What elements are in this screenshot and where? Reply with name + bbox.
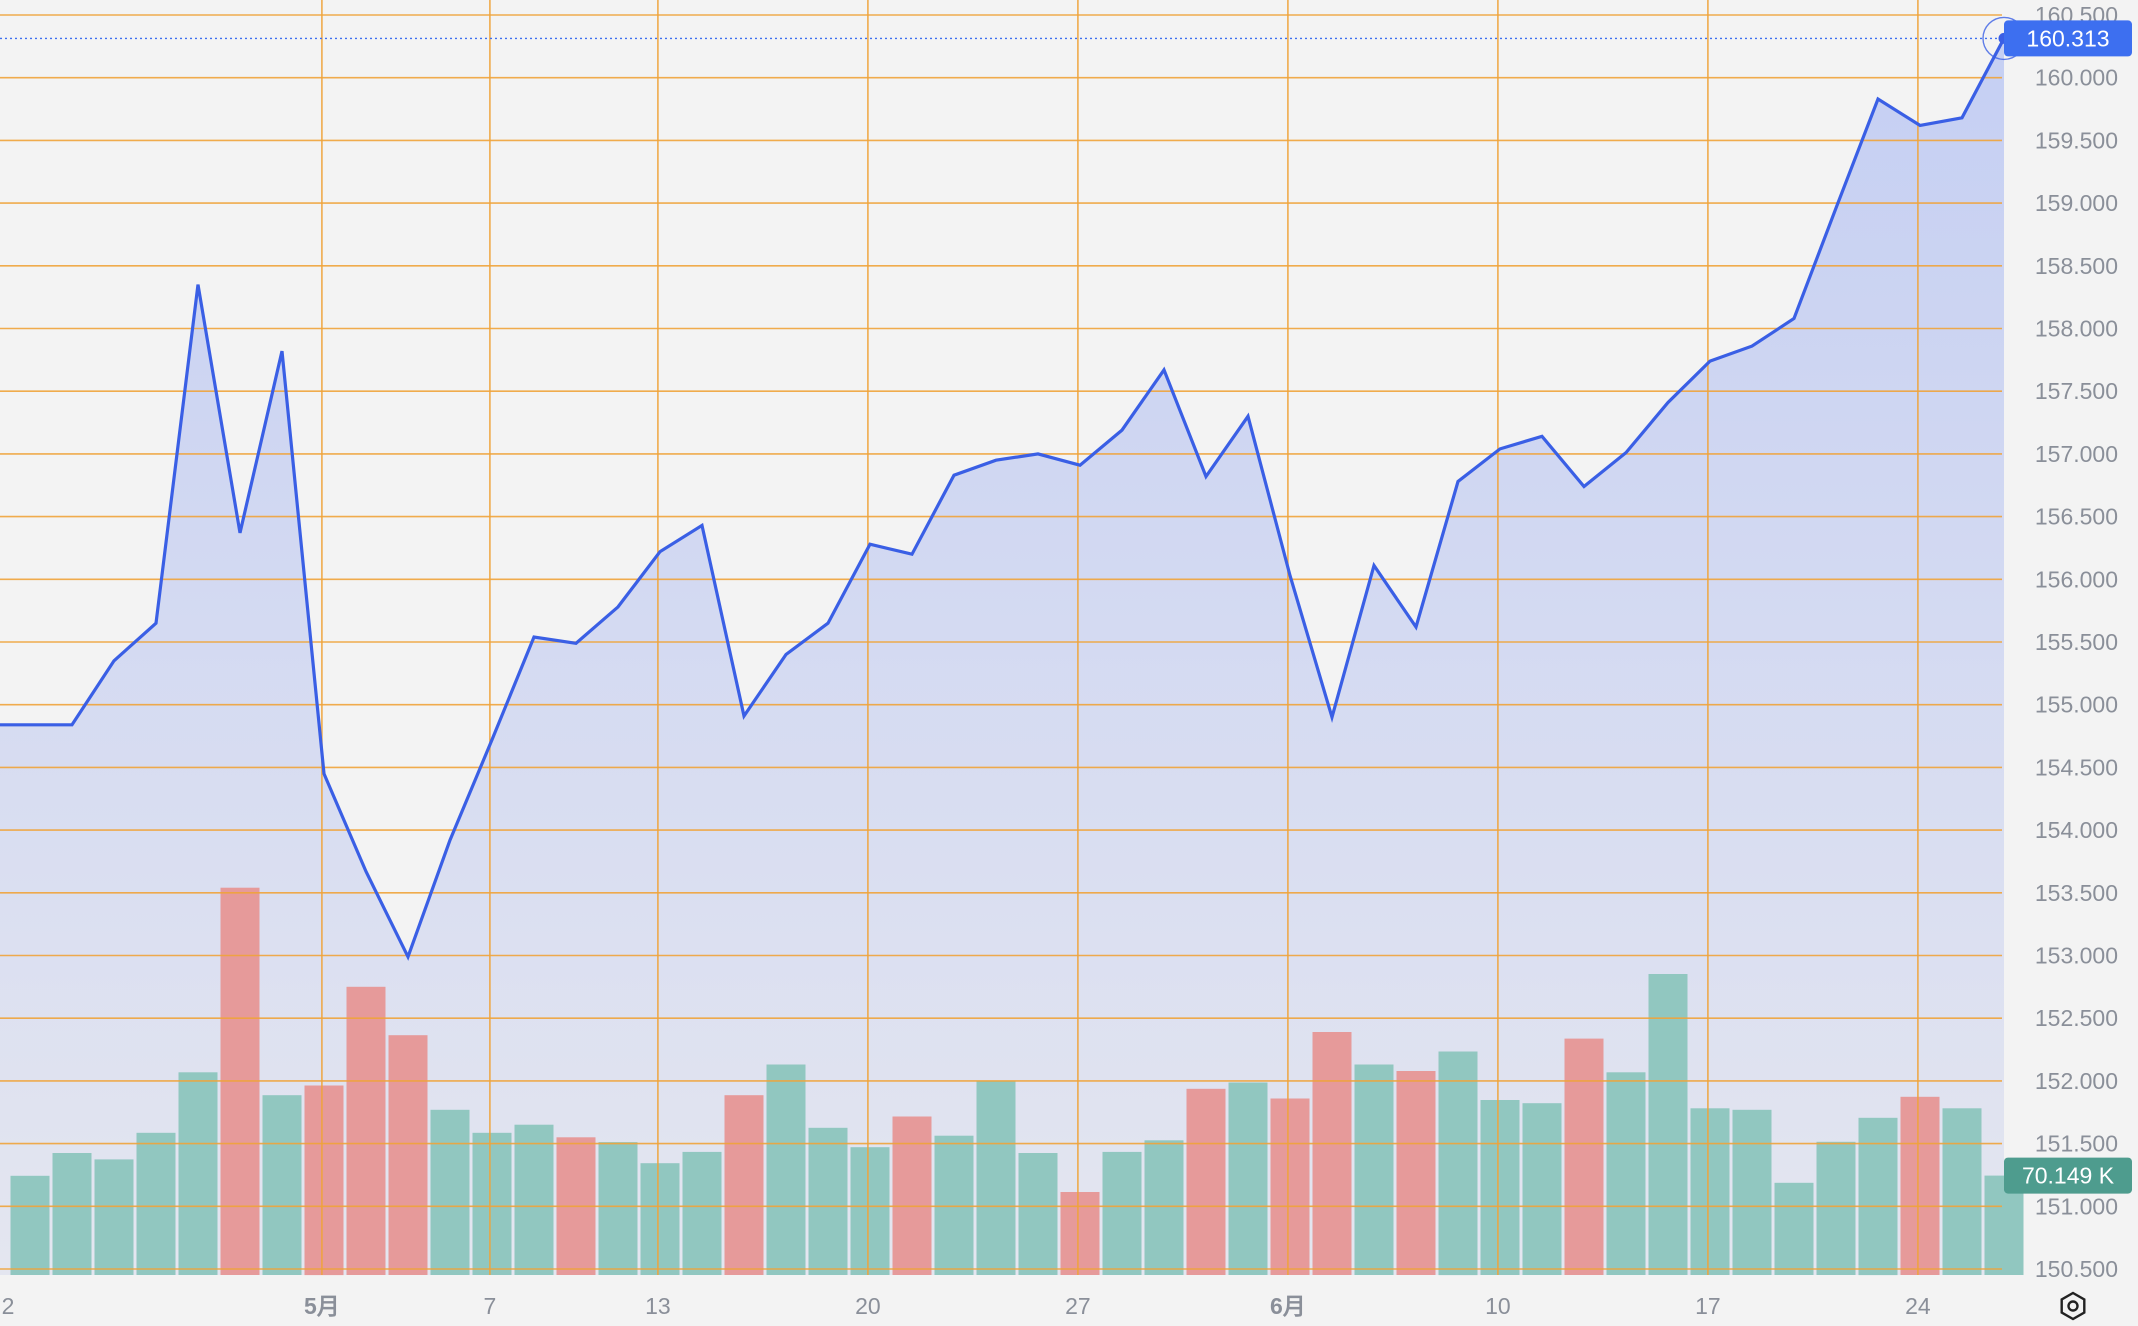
grid-layer <box>0 0 2002 1275</box>
y-tick-label: 151.500 <box>2035 1131 2118 1157</box>
volume-bar <box>850 1147 890 1275</box>
y-tick-label: 153.500 <box>2035 880 2118 906</box>
volume-bar <box>808 1127 848 1275</box>
x-tick-label: 27 <box>1065 1293 1091 1319</box>
volume-bar <box>346 986 386 1275</box>
y-tick-label: 158.000 <box>2035 316 2118 342</box>
x-tick-label: 2 <box>2 1293 15 1319</box>
volume-bar <box>1942 1108 1982 1275</box>
volume-bar <box>1774 1182 1814 1275</box>
x-tick-label: 24 <box>1905 1293 1931 1319</box>
volume-bar <box>1270 1098 1310 1275</box>
volume-bar <box>1228 1082 1268 1275</box>
x-tick-label: 13 <box>645 1293 671 1319</box>
y-tick-label: 152.500 <box>2035 1005 2118 1031</box>
volume-bar <box>1102 1151 1142 1275</box>
y-tick-label: 154.000 <box>2035 817 2118 843</box>
x-axis-ticks: 2 5月 7 13 20 27 6月 10 17 24 <box>2 1293 1931 1319</box>
price-area-layer <box>0 38 2004 1275</box>
volume-bar <box>262 1095 302 1275</box>
volume-bar <box>1606 1072 1646 1275</box>
volume-bar <box>682 1151 722 1275</box>
volume-bar <box>1480 1100 1520 1275</box>
y-tick-label: 160.000 <box>2035 65 2118 91</box>
x-tick-label: 5月 <box>304 1293 340 1319</box>
volume-bar <box>1438 1051 1478 1276</box>
gear-center-icon <box>2067 1300 2079 1312</box>
last-volume-label: 70.149 K <box>2022 1163 2115 1189</box>
x-tick-label: 7 <box>484 1293 497 1319</box>
volume-bar <box>1858 1117 1898 1276</box>
y-tick-label: 157.000 <box>2035 441 2118 467</box>
volume-bar <box>892 1116 932 1275</box>
volume-bar <box>430 1109 470 1275</box>
volume-bar <box>10 1175 50 1275</box>
last-price-badge: 160.313 <box>2004 20 2132 57</box>
y-tick-label: 156.500 <box>2035 504 2118 530</box>
y-tick-label: 150.500 <box>2035 1256 2118 1282</box>
y-tick-label: 158.500 <box>2035 253 2118 279</box>
volume-bar <box>94 1159 134 1275</box>
volume-bar <box>1732 1109 1772 1275</box>
volume-bar <box>1018 1153 1058 1275</box>
x-tick-label: 6月 <box>1270 1293 1306 1319</box>
x-tick-label: 10 <box>1485 1293 1511 1319</box>
volume-bar <box>388 1035 428 1275</box>
volume-bar <box>1354 1064 1394 1275</box>
volume-bar <box>1144 1140 1184 1275</box>
volume-bar <box>1522 1103 1562 1275</box>
y-tick-label: 159.500 <box>2035 127 2118 153</box>
volume-bar <box>52 1153 92 1275</box>
volume-bar <box>1900 1096 1940 1275</box>
y-tick-label: 156.000 <box>2035 566 2118 592</box>
volume-bar <box>976 1080 1016 1275</box>
volume-bar <box>934 1135 974 1275</box>
chart-settings-button[interactable] <box>2060 1291 2086 1321</box>
volume-bar <box>1690 1108 1730 1275</box>
volume-bar <box>1396 1071 1436 1275</box>
last-value-overlay <box>0 16 2026 61</box>
y-tick-label: 153.000 <box>2035 943 2118 969</box>
y-tick-label: 151.000 <box>2035 1193 2118 1219</box>
volume-bar <box>1648 974 1688 1275</box>
y-tick-label: 155.500 <box>2035 629 2118 655</box>
y-tick-label: 159.000 <box>2035 190 2118 216</box>
volume-bar <box>1312 1032 1352 1275</box>
x-tick-label: 20 <box>855 1293 881 1319</box>
volume-bar <box>136 1132 176 1275</box>
y-tick-label: 155.000 <box>2035 692 2118 718</box>
volume-bar <box>598 1142 638 1275</box>
volume-bar <box>304 1085 344 1276</box>
volume-bar <box>472 1132 512 1275</box>
y-tick-label: 157.500 <box>2035 378 2118 404</box>
volume-bars-layer <box>10 887 2024 1276</box>
price-line-layer <box>0 37 2006 961</box>
y-tick-label: 152.000 <box>2035 1068 2118 1094</box>
volume-bar <box>640 1163 680 1275</box>
y-axis-ticks: 150.500 151.000 151.500 152.000 152.500 153.0… <box>2035 2 2118 1282</box>
volume-bar <box>1186 1088 1226 1275</box>
volume-bar <box>1816 1141 1856 1275</box>
volume-bar <box>724 1095 764 1275</box>
volume-bar <box>1060 1192 1100 1275</box>
volume-bar <box>514 1124 554 1275</box>
y-tick-label: 154.500 <box>2035 754 2118 780</box>
volume-bar <box>766 1064 806 1275</box>
x-tick-label: 17 <box>1695 1293 1721 1319</box>
volume-bar <box>178 1072 218 1275</box>
last-volume-badge: 70.149 K <box>2004 1157 2132 1194</box>
price-line <box>0 37 2006 961</box>
gear-hexagon-icon[interactable] <box>2060 1291 2086 1321</box>
last-price-label: 160.313 <box>2026 25 2109 51</box>
volume-bar <box>1564 1038 1604 1275</box>
price-area-fill <box>0 38 2004 1275</box>
